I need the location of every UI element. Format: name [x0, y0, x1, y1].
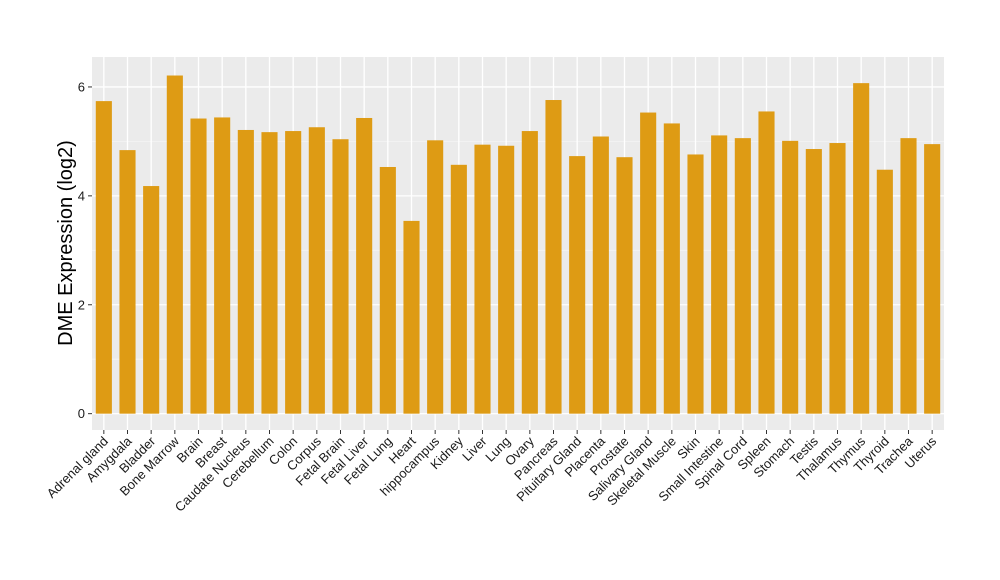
bar [924, 144, 941, 414]
bar [758, 111, 775, 414]
bars [95, 75, 941, 414]
bar [900, 138, 917, 414]
bar [427, 140, 444, 414]
bar [687, 154, 704, 414]
bar [119, 150, 136, 414]
bar [663, 123, 680, 414]
y-axis: 0 2 4 6 [78, 79, 92, 421]
plot-panel [92, 57, 944, 430]
bar [95, 101, 112, 414]
bar [285, 131, 302, 414]
y-tick-label: 6 [78, 79, 85, 94]
bar [261, 132, 278, 414]
bar [545, 100, 562, 414]
bar [403, 220, 420, 414]
bar [379, 166, 396, 414]
bar [237, 129, 254, 414]
y-tick-label: 2 [78, 297, 85, 312]
y-tick-label: 0 [78, 406, 85, 421]
bar [640, 112, 657, 414]
bar [498, 145, 515, 414]
y-axis-title: DME Expression (log2) [55, 140, 77, 346]
bar [332, 139, 349, 414]
bar [829, 143, 846, 414]
y-tick-label: 4 [78, 188, 85, 203]
bar [711, 135, 728, 414]
x-tick-label: Liver [459, 433, 490, 464]
bar [853, 83, 870, 414]
bar [569, 156, 586, 414]
bar [521, 131, 538, 414]
bar [356, 117, 373, 414]
bar [782, 140, 799, 414]
bar [734, 138, 751, 414]
bar [616, 157, 633, 414]
bar [592, 136, 609, 414]
bar [190, 118, 207, 414]
bar [308, 127, 325, 414]
bar [450, 164, 467, 414]
bar [214, 117, 231, 414]
bar [805, 149, 822, 414]
bar [143, 186, 160, 414]
bar [876, 169, 893, 414]
bar [474, 144, 491, 414]
bar [166, 75, 183, 414]
